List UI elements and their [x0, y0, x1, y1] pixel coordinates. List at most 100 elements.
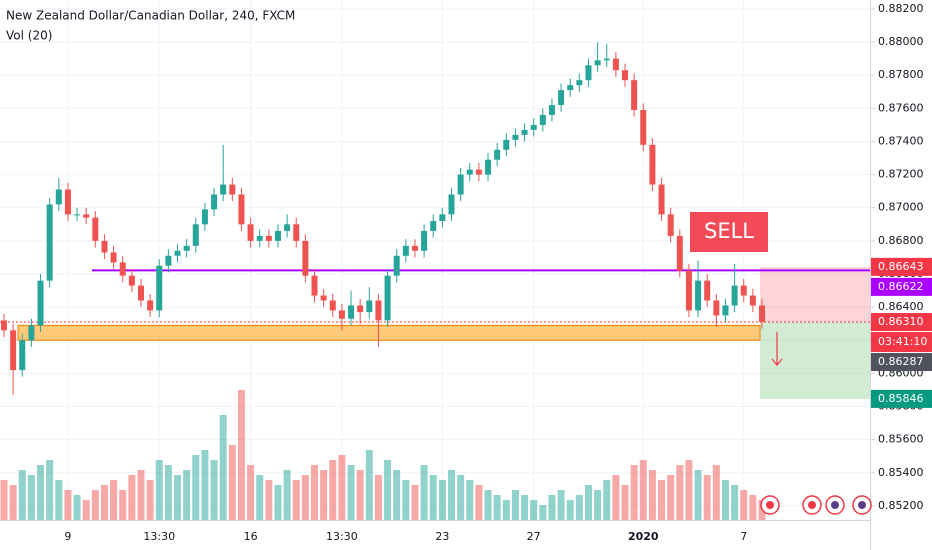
volume-bar	[247, 465, 255, 520]
volume-bar	[731, 485, 739, 520]
volume-bar	[612, 475, 620, 520]
candle-body	[302, 240, 309, 276]
y-tick-label: 0.87200	[878, 168, 924, 181]
volume-bar	[721, 480, 729, 520]
volume-bar	[274, 485, 282, 520]
candle-body	[183, 245, 190, 251]
price-label-bg	[871, 257, 932, 276]
y-tick-label: 0.86400	[878, 300, 924, 313]
volume-bar	[557, 490, 565, 520]
candle-body	[503, 139, 510, 150]
volume-bar	[712, 465, 720, 520]
volume-bar	[521, 495, 529, 520]
volume-bar	[374, 475, 382, 520]
volume-bar	[676, 465, 684, 520]
candle-body	[1, 320, 7, 331]
candle-body	[274, 230, 281, 241]
price-label: 0.86622	[878, 280, 924, 293]
volume-bar	[648, 470, 656, 520]
volume-bar	[658, 480, 666, 520]
candle-body	[521, 129, 528, 135]
candle-body	[384, 275, 391, 321]
volume-bar	[530, 500, 538, 520]
indicator-label: Vol (20)	[6, 29, 52, 43]
candle-body	[201, 209, 208, 225]
volume-bar	[393, 470, 401, 520]
candle-body	[585, 65, 592, 81]
y-tick-label: 0.87600	[878, 101, 924, 114]
volume-bar	[594, 490, 602, 520]
volume-bar	[219, 415, 227, 520]
volume-bar	[475, 485, 483, 520]
candle-body	[247, 224, 254, 241]
candle-body	[539, 114, 546, 125]
x-tick-label: 23	[435, 530, 449, 543]
volume-bar	[685, 460, 693, 520]
volume-bar	[740, 490, 748, 520]
x-tick-label: 9	[64, 530, 71, 543]
volume-bar	[539, 505, 547, 520]
volume-bar	[703, 475, 711, 520]
candle-body	[622, 70, 629, 81]
volume-bar	[192, 455, 200, 520]
candle-body	[92, 217, 99, 241]
event-icon-dot	[766, 501, 774, 509]
candle-body	[119, 262, 126, 276]
countdown-bg	[871, 332, 932, 353]
volume-bar	[466, 480, 474, 520]
candle-body	[749, 295, 756, 306]
volume-bar	[329, 460, 337, 520]
volume-bar	[311, 465, 319, 520]
price-label-bg	[871, 353, 932, 372]
candle-body	[494, 149, 501, 160]
volume-bar	[119, 490, 127, 520]
candle-body	[101, 240, 108, 253]
volume-bar	[55, 480, 63, 520]
volume-bar	[548, 495, 556, 520]
candle-body	[147, 300, 154, 311]
volume-bar	[174, 475, 182, 520]
y-tick-label: 0.88000	[878, 35, 924, 48]
y-tick-label: 0.85600	[878, 433, 924, 446]
candle-body	[320, 295, 327, 301]
volume-bar	[603, 480, 611, 520]
candle-body	[548, 105, 555, 115]
price-label: 0.86643	[878, 260, 924, 273]
candle-body	[402, 245, 409, 256]
volume-bar	[265, 480, 273, 520]
y-tick-label: 0.88200	[878, 2, 924, 15]
candle-body	[567, 85, 574, 91]
y-tick-label: 0.87400	[878, 134, 924, 147]
volume-bar	[502, 500, 510, 520]
volume-bar	[210, 460, 218, 520]
candle-body	[338, 310, 345, 319]
x-tick-label: 2020	[628, 530, 659, 543]
candle-body	[704, 280, 711, 301]
support-zone	[17, 324, 761, 341]
volume-bar	[484, 490, 492, 520]
volume-bar	[566, 500, 574, 520]
candle-body	[128, 275, 135, 286]
volume-bar	[37, 465, 45, 520]
candle-body	[466, 169, 473, 175]
volume-bar	[82, 500, 90, 520]
volume-bar	[9, 485, 17, 520]
x-tick-label: 27	[527, 530, 541, 543]
candle-body	[284, 224, 291, 231]
take-profit-box	[760, 322, 870, 399]
candle-body	[603, 58, 610, 61]
candle-body	[137, 285, 144, 301]
price-label-bg	[871, 277, 932, 296]
volume-bar	[228, 445, 236, 520]
candle-body	[37, 280, 44, 326]
volume-bar	[201, 450, 209, 520]
candle-body	[430, 220, 437, 231]
candle-body	[46, 204, 53, 281]
price-label-bg	[871, 313, 932, 332]
annotation-box	[690, 212, 768, 252]
candle-body	[759, 305, 765, 323]
candle-body	[375, 300, 382, 321]
volume-bar	[411, 485, 419, 520]
candle-body	[28, 325, 35, 341]
